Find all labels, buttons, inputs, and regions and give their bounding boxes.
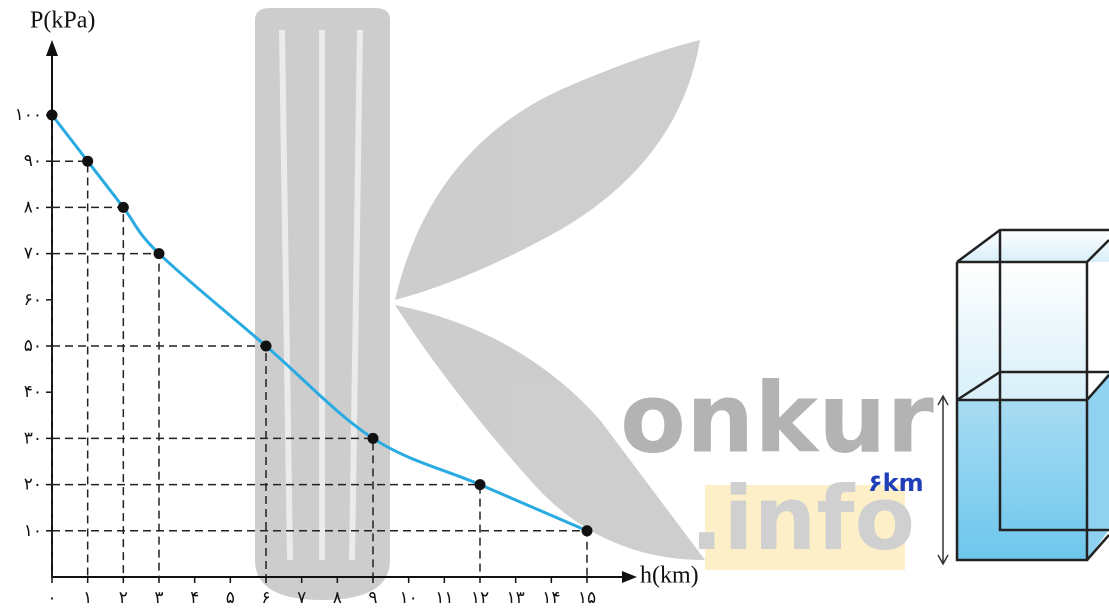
tank-air [957,262,1087,402]
watermark-stripes [279,29,363,561]
y-tick-label: ۹۰ [24,151,42,171]
y-axis-arrow [46,40,58,56]
tank-diagram [955,228,1109,562]
tank-water [957,400,1087,560]
watermark-brand: onkur [620,362,934,474]
x-axis-label: h(km) [640,563,699,589]
guide-line [52,252,160,577]
y-tick-label: ۱۰ [24,521,42,541]
guide-line [52,437,374,577]
x-tick-label: ۱۲ [471,588,489,608]
height-arrow [937,394,949,566]
x-axis-arrow [622,571,637,583]
y-axis-label: P(kPa) [30,8,95,34]
data-point [82,155,94,167]
watermark-highlight [705,485,905,570]
x-tick-label: ۸ [333,588,342,608]
data-point [367,432,379,444]
tank-top [957,230,1109,262]
x-tick-label: ۲ [119,588,128,608]
x-tick-label: ۱۳ [507,588,525,608]
x-tick-label: ۱۴ [542,588,560,608]
y-tick-label: ۱۰۰ [15,105,42,125]
y-tick-label: ۷۰ [24,244,42,264]
data-point [117,201,129,213]
watermark-domain: .info [690,467,915,570]
watermark [255,8,705,600]
x-tick-label: ۳ [154,588,163,608]
x-tick-label: ۱۱ [435,588,453,608]
x-tick-label: ۷ [297,588,306,608]
watermark-leaf [395,40,700,300]
x-tick-label: ۱ [83,588,92,608]
x-tick-label: ۹ [368,588,377,608]
x-tick-label: ۶ [261,588,270,608]
y-tick-label: ۴۰ [24,382,42,402]
watermark-leaf [395,305,705,560]
data-point [46,109,58,121]
x-tick-label: ۴ [190,588,199,608]
watermark-bar [255,8,390,600]
x-tick-label: ۱۰ [400,588,418,608]
y-tick-label: ۸۰ [24,197,42,217]
data-point [474,479,486,491]
height-label: ۶km [868,469,924,497]
x-tick-label: ۵ [226,588,235,608]
y-tick-label: ۲۰ [24,475,42,495]
y-tick-label: ۵۰ [24,336,42,356]
data-point [581,525,593,537]
y-tick-label: ۳۰ [24,428,42,448]
x-tick-label: ۱۵ [578,588,596,608]
guide-line [52,160,89,577]
tank-edges [955,228,1109,562]
x-tick-label: ۰ [47,588,56,608]
data-point [260,340,272,352]
y-tick-label: ۶۰ [24,290,42,310]
tank-water-side [1087,372,1109,560]
data-point [153,248,165,260]
